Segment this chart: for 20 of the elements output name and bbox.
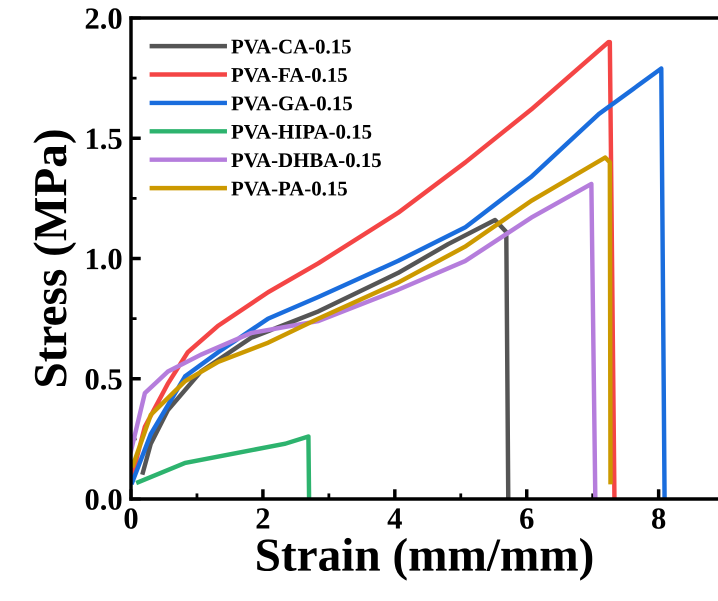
x-tick-label: 4 xyxy=(388,508,402,529)
x-tick-label: 6 xyxy=(520,508,534,529)
y-tick-label: 1.5 xyxy=(86,128,122,150)
line-series xyxy=(140,218,510,499)
legend-label: PVA-FA-0.15 xyxy=(231,68,347,82)
y-tick-label: 2.0 xyxy=(86,8,122,30)
legend-label: PVA-GA-0.15 xyxy=(231,96,352,111)
x-tick-label: 0 xyxy=(124,508,138,529)
y-axis-title: Stress (MPa) xyxy=(33,130,76,386)
legend-label: PVA-PA-0.15 xyxy=(231,182,347,196)
legend-label: PVA-HIPA-0.15 xyxy=(231,124,372,139)
line-series xyxy=(136,434,312,499)
y-tick-label: 0.5 xyxy=(86,369,122,390)
legend-label: PVA-DHBA-0.15 xyxy=(231,153,381,168)
y-tick-label: 1.0 xyxy=(86,248,122,270)
legend-label: PVA-CA-0.15 xyxy=(231,40,351,54)
x-axis-title: Strain (mm/mm) xyxy=(257,538,592,581)
x-tick-label: 2 xyxy=(256,508,270,529)
y-tick-label: 0.0 xyxy=(86,489,122,510)
x-tick-label: 8 xyxy=(652,508,666,529)
